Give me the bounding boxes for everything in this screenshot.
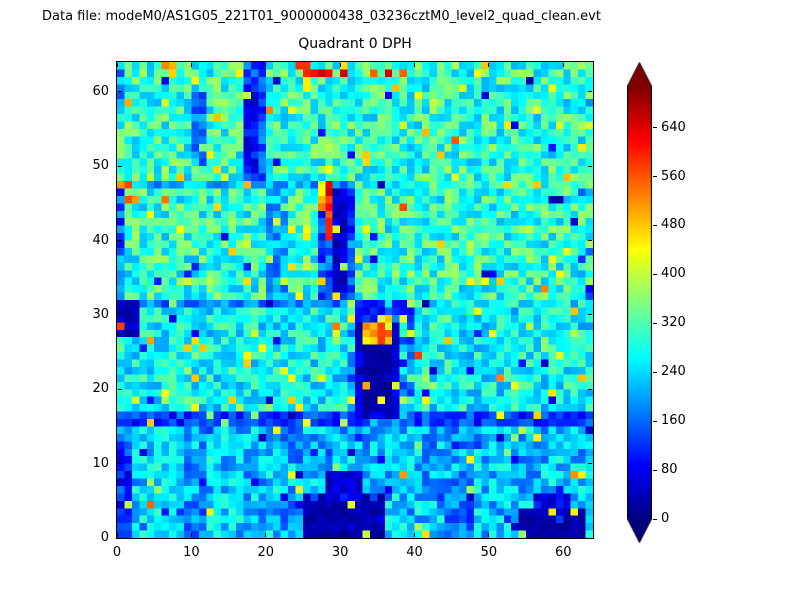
y-tick-label: 40 (92, 232, 109, 248)
y-tick-mark (118, 463, 122, 465)
y-tick-mark (588, 463, 592, 465)
x-tick-mark (265, 63, 267, 67)
x-tick-label: 30 (331, 545, 349, 560)
x-tick-mark (488, 533, 490, 537)
colorbar-tick-label: 0 (661, 511, 670, 526)
colorbar-canvas (627, 62, 652, 543)
colorbar-tick-mark (653, 322, 657, 324)
y-tick-mark (118, 388, 122, 390)
colorbar-tick-mark (653, 273, 657, 275)
y-tick-mark (118, 537, 122, 539)
colorbar-tick-label: 240 (661, 364, 686, 380)
colorbar-tick-mark (653, 469, 657, 471)
datafile-label: Data file: modeM0/AS1G05_221T01_90000004… (42, 9, 601, 24)
x-tick-mark (190, 63, 192, 67)
x-tick-label: 10 (183, 545, 200, 560)
x-tick-mark (562, 63, 564, 67)
x-tick-mark (265, 533, 267, 537)
y-tick-mark (588, 91, 592, 93)
colorbar-tick-mark (653, 518, 657, 520)
colorbar-tick-label: 400 (661, 266, 686, 282)
y-tick-mark (118, 240, 122, 241)
colorbar-tick-label: 480 (661, 217, 686, 233)
y-tick-mark (588, 240, 592, 241)
colorbar-tick-mark (653, 224, 657, 226)
x-tick-mark (190, 533, 192, 537)
x-tick-mark (414, 63, 415, 67)
x-tick-mark (339, 533, 341, 537)
x-tick-mark (562, 533, 564, 537)
x-tick-mark (339, 63, 341, 67)
colorbar-tick-mark (653, 127, 657, 129)
y-tick-mark (118, 165, 122, 167)
colorbar (627, 62, 652, 543)
colorbar-tick-mark (653, 420, 657, 422)
colorbar-tick-label: 560 (661, 168, 686, 184)
x-tick-label: 50 (480, 545, 498, 560)
colorbar-tick-mark (653, 176, 657, 177)
y-tick-mark (118, 314, 122, 316)
plot-title: Quadrant 0 DPH (298, 36, 412, 52)
colorbar-tick-mark (653, 371, 657, 373)
y-tick-mark (588, 165, 592, 167)
x-tick-label: 0 (112, 545, 122, 560)
x-tick-label: 40 (406, 545, 423, 560)
axes-frame (116, 61, 594, 539)
y-tick-label: 50 (92, 158, 109, 174)
colorbar-tick-label: 320 (661, 315, 686, 331)
x-tick-mark (488, 63, 490, 67)
y-tick-mark (118, 91, 122, 93)
colorbar-tick-label: 80 (661, 462, 678, 478)
y-tick-mark (588, 537, 592, 539)
y-tick-label: 60 (92, 83, 109, 99)
x-tick-label: 20 (257, 545, 275, 560)
x-tick-mark (116, 63, 118, 67)
x-tick-label: 60 (554, 545, 572, 560)
colorbar-tick-label: 640 (661, 119, 686, 135)
y-tick-mark (588, 314, 592, 316)
y-tick-label: 20 (92, 381, 109, 397)
heatmap-canvas (117, 62, 593, 538)
colorbar-tick-label: 160 (661, 413, 686, 429)
x-tick-mark (414, 533, 415, 537)
y-tick-label: 0 (100, 530, 109, 545)
x-tick-mark (116, 533, 118, 537)
y-tick-mark (588, 388, 592, 390)
y-tick-label: 30 (92, 306, 109, 322)
y-tick-label: 10 (92, 455, 109, 471)
